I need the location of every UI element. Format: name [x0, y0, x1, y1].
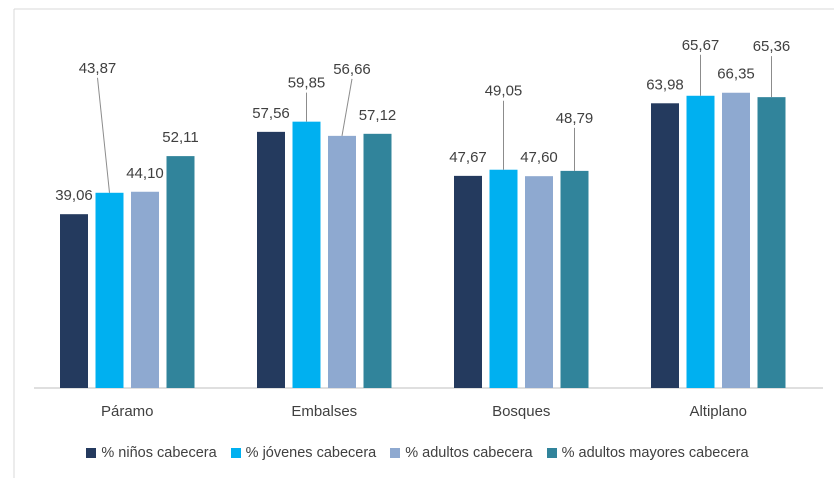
bar	[95, 192, 124, 388]
bar	[454, 175, 482, 388]
data-label: 57,12	[359, 107, 397, 124]
legend-item: % adultos mayores cabecera	[546, 445, 749, 461]
bar	[131, 191, 159, 388]
leader-lines-group	[97, 54, 772, 193]
legend: % niños cabecera % jóvenes cabecera % adul…	[0, 441, 835, 465]
legend-label: % adultos mayores cabecera	[561, 445, 749, 461]
legend-item: % jóvenes cabecera	[230, 445, 377, 461]
data-label: 65,67	[682, 37, 720, 54]
data-label: 47,60	[520, 149, 558, 166]
bar	[60, 214, 88, 388]
bars-group	[60, 92, 786, 389]
x-tick-label: Altiplano	[689, 403, 747, 420]
data-label: 44,10	[126, 165, 164, 182]
data-label: 59,85	[288, 75, 326, 92]
data-label: 47,67	[449, 149, 487, 166]
data-label: 39,06	[55, 187, 93, 204]
data-label: 49,05	[485, 83, 523, 100]
leader-line	[97, 77, 110, 193]
bar	[489, 169, 518, 388]
x-tick-label: Bosques	[492, 403, 550, 420]
data-label: 48,79	[556, 110, 594, 127]
data-label: 66,35	[717, 66, 755, 83]
bar	[560, 170, 589, 388]
category-ticks-group: Páramo Embalses Bosques Altiplano	[101, 403, 747, 420]
data-label: 52,11	[162, 129, 198, 146]
x-tick-label: Páramo	[101, 403, 154, 420]
data-label: 57,56	[252, 105, 290, 122]
leader-line	[341, 78, 353, 136]
legend-swatch	[390, 448, 401, 458]
bar	[166, 156, 195, 388]
legend-swatch	[546, 448, 557, 458]
bar	[363, 133, 392, 388]
legend-item: % adultos cabecera	[390, 445, 533, 461]
data-label: 56,66	[333, 61, 371, 78]
bar	[328, 135, 356, 388]
data-label: 65,36	[753, 38, 791, 55]
legend-label: % niños cabecera	[101, 445, 217, 461]
bar	[525, 176, 553, 388]
legend-item: % niños cabecera	[86, 445, 217, 461]
legend-swatch	[230, 448, 241, 458]
bar	[651, 103, 679, 388]
data-label: 43,87	[79, 60, 117, 77]
bar	[257, 131, 285, 388]
data-labels-group: 39,06 43,87 44,10 52,11 57,56 59,85 56,66 57,12…	[55, 37, 790, 204]
data-label: 63,98	[646, 76, 684, 93]
bar	[292, 121, 321, 388]
legend-swatch	[86, 448, 97, 458]
legend-label: % jóvenes cabecera	[245, 445, 377, 461]
x-tick-label: Embalses	[291, 403, 357, 420]
bar	[686, 95, 715, 389]
bar	[757, 97, 786, 388]
bar	[722, 92, 750, 389]
legend-label: % adultos cabecera	[405, 445, 533, 461]
